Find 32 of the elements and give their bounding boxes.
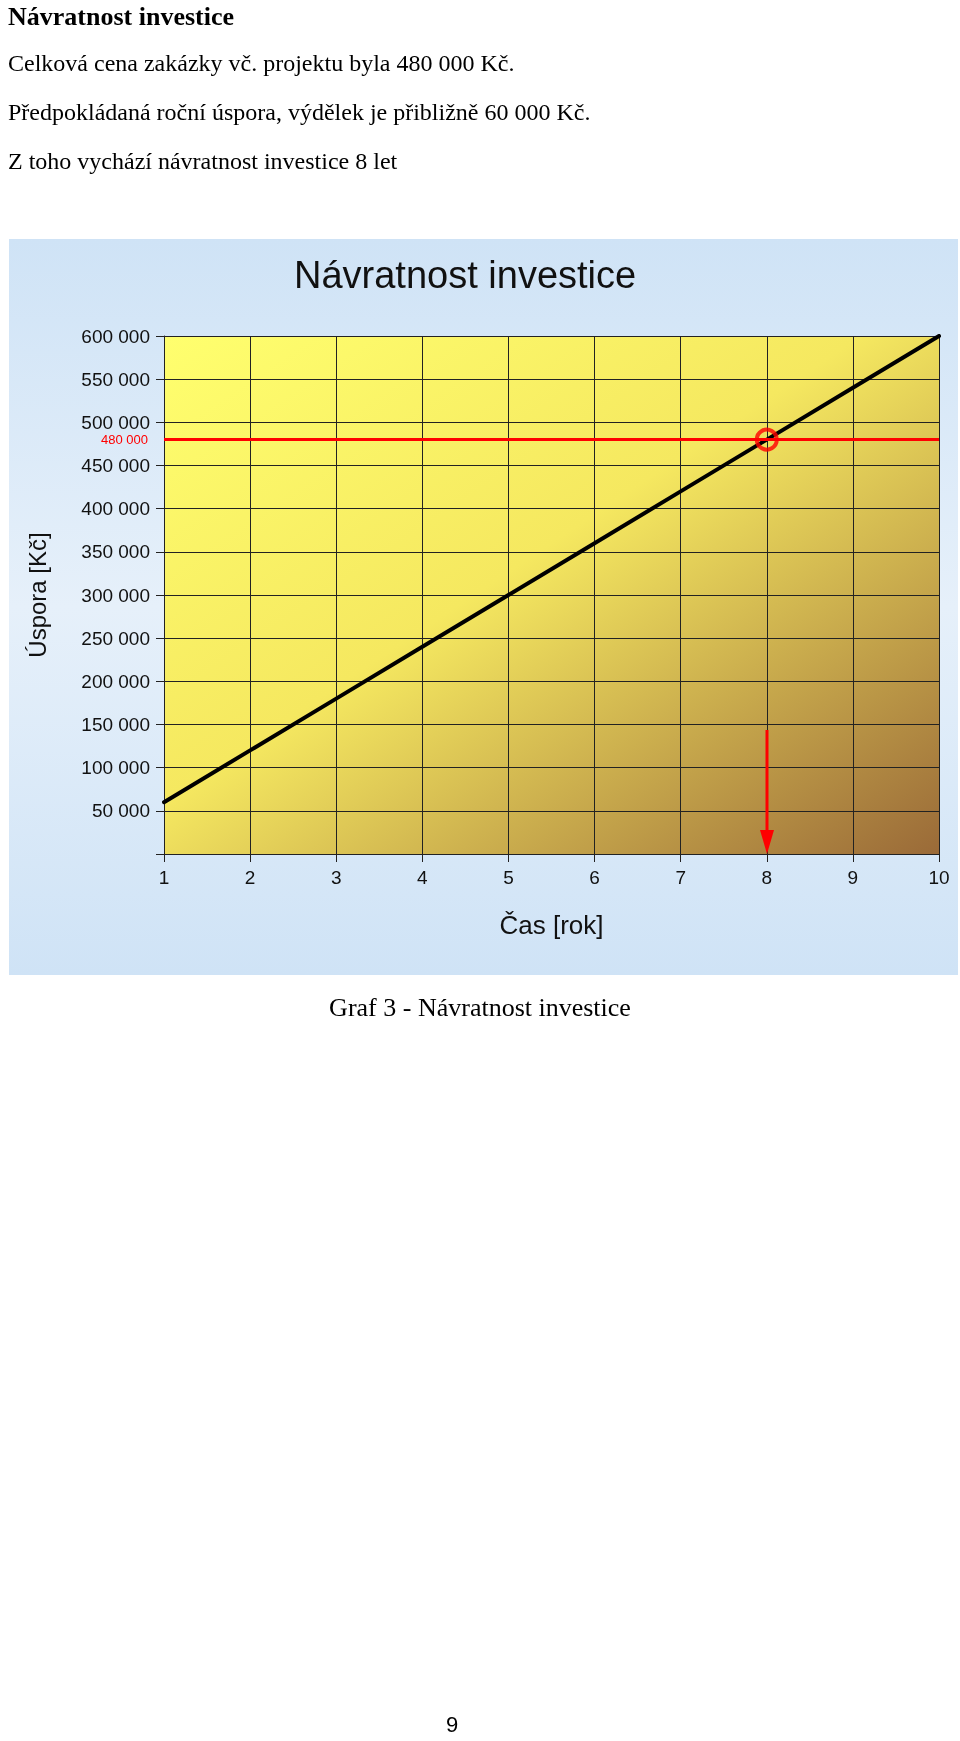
y-tick-label: 550 000 — [81, 368, 150, 390]
text: Z toho vychází návratnost investice 8 let — [8, 148, 398, 175]
x-tick-label: 5 — [503, 867, 514, 888]
y-tick-label: 250 000 — [81, 627, 150, 649]
y-tick-label: 450 000 — [81, 455, 150, 476]
text: Graf 3 - Návratnost investice — [328, 993, 632, 1023]
y-tick-label: 350 000 — [81, 541, 150, 563]
y-tick-label: 200 000 — [81, 670, 150, 692]
x-axis-title: Čas [rok] — [499, 910, 604, 940]
text: 9 — [444, 1712, 460, 1738]
x-tick-label: 4 — [417, 867, 429, 888]
x-tick-label: 9 — [847, 867, 859, 888]
text: Celková cena zakázky vč. projektu byla 480 000 Kč. — [8, 50, 515, 77]
x-tick-label: 7 — [675, 867, 686, 888]
ref-line-label: 480 000 — [101, 432, 148, 448]
y-tick-label: 500 000 — [81, 411, 150, 433]
x-tick-label: 10 — [928, 867, 950, 888]
x-tick-label: 1 — [158, 867, 170, 888]
y-tick-label: 50 000 — [91, 800, 150, 822]
y-axis-title: Úspora [Kč] — [23, 532, 51, 658]
y-tick-label: 400 000 — [81, 498, 150, 520]
x-tick-label: 2 — [244, 867, 256, 888]
y-tick-label: 600 000 — [81, 325, 150, 347]
y-tick-label: 100 000 — [81, 757, 150, 779]
chart-title: Návratnost investice — [294, 254, 637, 296]
x-tick-label: 3 — [330, 867, 342, 888]
x-tick-label: 6 — [589, 867, 600, 888]
text: Předpokládaná roční úspora, výdělek je přibližně 60 000 Kč. — [8, 99, 591, 126]
y-tick-label: 150 000 — [81, 714, 150, 735]
y-tick-label: 300 000 — [81, 584, 150, 606]
x-tick-label: 8 — [761, 867, 773, 888]
text: Návratnost investice — [8, 2, 235, 32]
